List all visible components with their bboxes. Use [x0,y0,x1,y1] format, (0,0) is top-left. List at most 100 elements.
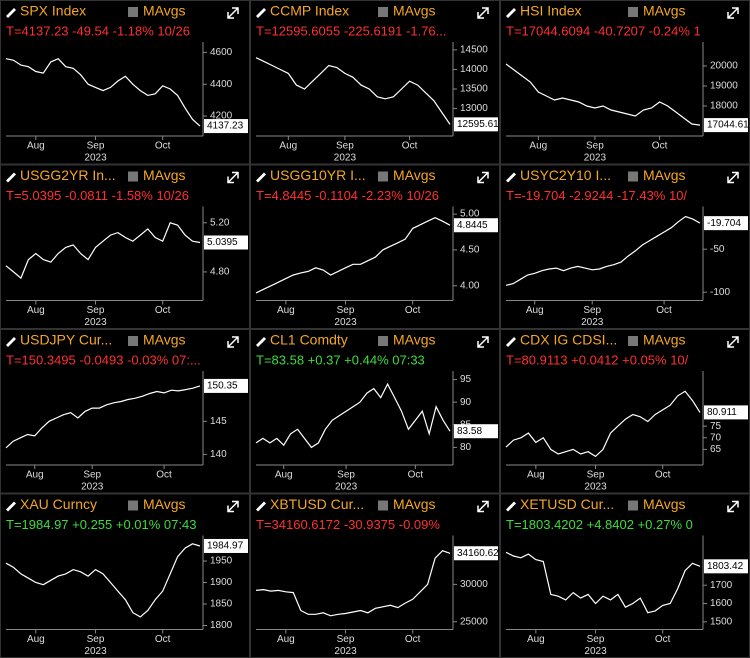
expand-icon[interactable] [727,171,739,184]
y-tick-label: 1700 [710,580,733,591]
legend-label: MAvgs [143,332,186,348]
last-value-box [454,424,498,439]
expand-icon[interactable] [727,336,739,348]
x-tick-label: Aug [275,470,293,481]
legend-swatch[interactable] [378,7,388,17]
x-tick-label: Aug [527,634,545,645]
legend-swatch[interactable] [628,7,638,17]
legend-label: MAvgs [143,167,186,183]
x-tick-label: Aug [527,470,545,481]
y-tick-label: 1850 [210,599,233,610]
edit-icon[interactable] [506,501,516,512]
edit-icon[interactable] [506,337,516,347]
x-axis-label: 2023 [334,317,357,328]
chart-title: CCMP Index [270,3,349,19]
price-line [505,215,701,286]
y-tick-label: 5.00 [460,209,480,220]
quote-line: T=80.9113 +0.0412 +0.05% 10/ [506,352,689,367]
x-tick-label: Sep [336,141,354,152]
legend-label: MAvgs [143,3,186,19]
expand-icon[interactable] [727,500,739,513]
expand-icon[interactable] [477,500,489,513]
quote-line: T=12595.6055 -225.6191 -1.76... [256,23,446,38]
chart-title: HSI Index [520,3,581,19]
legend-label: MAvgs [393,332,436,348]
expand-icon[interactable] [477,336,489,348]
x-axis-label: 2023 [581,317,604,328]
x-tick-label: Sep [583,305,601,316]
last-value-box [454,218,498,233]
expand-icon[interactable] [477,7,489,19]
last-value-label: 5.0395 [207,237,238,248]
legend-swatch[interactable] [628,500,638,511]
legend-swatch[interactable] [128,171,138,182]
x-tick-label: Oct [652,141,668,152]
edit-icon[interactable] [256,337,266,347]
chart-panel: CDX IG CDSI... MAvgs T=80.9113 +0.0412 +0.… [500,329,750,494]
y-tick-label: 20000 [710,61,738,72]
legend-swatch[interactable] [378,171,388,182]
expand-icon[interactable] [227,500,239,513]
y-tick-label: -50 [710,244,725,255]
chart-title: USGG10YR I... [270,167,366,183]
last-value-box [204,235,248,250]
x-tick-label: Aug [27,305,45,316]
price-line [505,390,701,458]
legend-swatch[interactable] [128,500,138,511]
x-tick-label: Sep [87,634,105,645]
legend-label: MAvgs [393,3,436,19]
last-value-box [704,216,748,231]
legend-swatch[interactable] [628,336,638,346]
y-tick-label: 1800 [210,620,233,631]
x-axis-label: 2023 [84,153,107,164]
y-tick-label: 4600 [210,47,233,58]
legend-label: MAvgs [393,167,436,183]
edit-icon[interactable] [6,501,16,512]
expand-icon[interactable] [477,171,489,184]
panel-border [500,164,750,329]
chart-title: CDX IG CDSI... [520,332,617,348]
x-axis-label: 2023 [584,646,607,657]
quote-line: T=4.8445 -0.1104 -2.23% 10/26 [256,188,439,203]
price-line [5,57,201,127]
x-tick-label: Oct [155,634,171,645]
legend-label: MAvgs [643,496,686,512]
last-value-box [454,117,498,132]
last-value-box [204,119,248,134]
y-tick-label: -100 [710,287,730,298]
legend-swatch[interactable] [628,171,638,182]
y-tick-label: 14000 [460,64,488,75]
y-tick-label: 95 [460,374,472,385]
edit-icon[interactable] [506,8,516,18]
quote-line: T=34160.6172 -30.9375 -0.09% [256,517,440,532]
expand-icon[interactable] [227,336,239,348]
last-value-box [204,538,248,553]
last-value-label: 4137.23 [207,121,244,132]
x-axis-label: 2023 [84,317,107,328]
expand-icon[interactable] [227,7,239,19]
x-axis-label: 2023 [584,153,607,164]
chart-panel: USYC2Y10 I... MAvgs T=-19.704 -2.9244 -17.… [500,164,750,329]
legend-swatch[interactable] [128,336,138,346]
price-line [255,217,451,294]
legend-swatch[interactable] [378,500,388,511]
edit-icon[interactable] [256,8,266,18]
legend-swatch[interactable] [378,336,388,346]
edit-icon[interactable] [6,8,16,18]
edit-icon[interactable] [256,172,266,183]
expand-icon[interactable] [727,7,739,19]
y-tick-label: 1500 [710,616,733,627]
edit-icon[interactable] [6,337,16,347]
chart-title: XBTUSD Cur... [270,496,364,512]
edit-icon[interactable] [6,172,16,183]
edit-icon[interactable] [256,501,266,512]
legend-swatch[interactable] [128,7,138,17]
x-axis-label: 2023 [334,646,357,657]
expand-icon[interactable] [227,171,239,184]
quote-line: T=150.3495 -0.0493 -0.03% 07:... [6,352,201,367]
edit-icon[interactable] [506,172,516,183]
y-tick-label: 30000 [460,579,488,590]
x-tick-label: Sep [337,305,355,316]
x-tick-label: Oct [655,634,671,645]
